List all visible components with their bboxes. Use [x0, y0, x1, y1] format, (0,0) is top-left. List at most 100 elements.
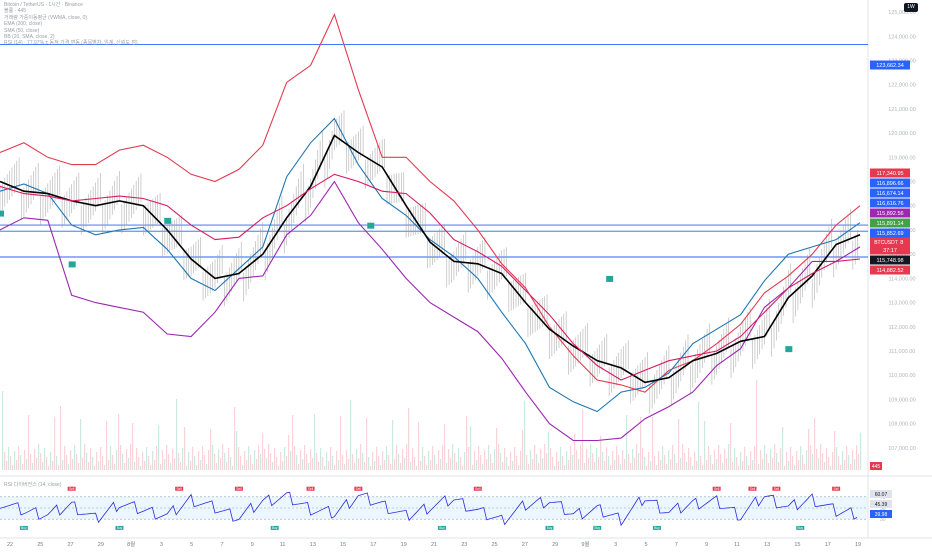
volume-bar-321	[644, 457, 646, 470]
volume-bar-107	[216, 463, 218, 470]
volume-bar-239	[480, 455, 482, 470]
buy-marker-1	[68, 261, 76, 268]
rsi-sell-text-6: Sell	[714, 487, 720, 491]
volume-bar-194	[390, 464, 392, 470]
rsi-buy-text-6: Buy	[654, 526, 660, 530]
x-tick-label-19: 9월	[581, 540, 589, 548]
volume-bar-336	[674, 454, 676, 470]
rsi-buy-marker-0	[19, 525, 28, 530]
y-tick-label-15: 122,000.00	[888, 83, 916, 89]
price-label-text-9: 37:17	[883, 248, 897, 254]
volume-bar-99	[200, 460, 202, 470]
volume-bar-299	[600, 436, 602, 470]
volume-bar-260	[522, 430, 524, 470]
volume-bar-38	[78, 463, 80, 470]
y-tick-label-4: 111,000.00	[889, 349, 916, 355]
volume-bar-233	[468, 447, 470, 470]
volume-bar-15	[32, 463, 34, 470]
volume-bar-342	[686, 462, 688, 470]
volume-bar-204	[410, 462, 412, 470]
volume-bar-262	[526, 455, 528, 470]
volume-bar-67	[136, 448, 138, 470]
rsi-buy-text-1: Buy	[117, 526, 123, 530]
rsi-buy-marker-1	[115, 525, 124, 530]
volume-bar-208	[418, 422, 420, 470]
volume-bar-269	[540, 449, 542, 470]
volume-bar-135	[272, 462, 274, 470]
volume-bar-230	[462, 466, 464, 470]
volume-bar-426	[854, 459, 856, 470]
volume-bar-220	[442, 445, 444, 470]
volume-bars	[2, 380, 862, 470]
volume-bar-398	[798, 460, 800, 470]
volume-bar-296	[594, 462, 596, 470]
volume-bar-193	[388, 455, 390, 470]
volume-bar-30	[62, 460, 64, 470]
volume-bar-268	[538, 463, 540, 470]
price-label-bg-6	[870, 218, 910, 228]
volume-bar-374	[750, 451, 752, 470]
price-label-bg-10	[870, 255, 910, 265]
volume-bar-100	[202, 446, 204, 470]
volume-bar-391	[784, 466, 786, 470]
volume-bar-59	[120, 445, 122, 470]
volume-bar-386	[774, 444, 776, 470]
volume-bar-148	[298, 464, 300, 470]
volume-bar-263	[528, 464, 530, 470]
volume-bar-363	[728, 444, 730, 470]
volume-bar-247	[496, 428, 498, 470]
volume-bar-348	[698, 402, 700, 470]
volume-bar-117	[236, 431, 238, 470]
volume-bar-174	[350, 400, 352, 470]
volume-bar-306	[614, 460, 616, 470]
y-tick-label-14: 121,000.00	[888, 107, 916, 113]
volume-bar-256	[514, 447, 516, 470]
volume-bar-362	[726, 458, 728, 470]
rsi-buy-marker-3	[437, 525, 446, 530]
x-tick-label-15: 23	[461, 542, 467, 548]
volume-bar-421	[844, 460, 846, 470]
volume-bar-417	[836, 447, 838, 470]
volume-bar-347	[696, 461, 698, 470]
volume-bar-228	[458, 448, 460, 470]
volume-bar-331	[664, 455, 666, 470]
volume-bar-161	[324, 466, 326, 470]
volume-bar-26	[54, 417, 56, 470]
volume-bar-340	[682, 444, 684, 470]
rsi-sell-marker-5	[473, 486, 482, 491]
volume-bar-283	[568, 460, 570, 470]
volume-bar-4	[10, 456, 12, 470]
price-label-4: 116,616.76	[870, 198, 910, 208]
volume-bar-73	[148, 456, 150, 470]
volume-bar-328	[658, 451, 660, 470]
volume-bar-29	[60, 406, 62, 470]
volume-bar-201	[404, 458, 406, 470]
buy-marker-2	[164, 217, 172, 224]
volume-bar-327	[656, 465, 658, 470]
volume-bar-206	[414, 457, 416, 470]
volume-bar-75	[152, 451, 154, 470]
volume-bar-253	[508, 466, 510, 470]
price-label-bg-7	[870, 228, 910, 238]
y-tick-label-5: 112,000.00	[888, 325, 915, 331]
volume-bar-393	[788, 461, 790, 470]
x-tick-label-16: 25	[492, 542, 498, 548]
volume-bar-210	[422, 447, 424, 470]
x-tick-label-3: 29	[98, 542, 104, 548]
volume-bar-172	[346, 450, 348, 470]
volume-bar-214	[430, 460, 432, 470]
volume-bar-10	[22, 464, 24, 470]
timeframe-button[interactable]: 1W	[904, 3, 918, 12]
volume-bar-2	[6, 461, 8, 470]
volume-bar-113	[228, 448, 230, 470]
volume-bar-20	[42, 462, 44, 470]
volume-bar-226	[454, 453, 456, 470]
volume-bar-119	[240, 456, 242, 470]
volume-bar-287	[576, 450, 578, 470]
volume-bar-83	[168, 454, 170, 470]
volume-bar-55	[112, 455, 114, 470]
volume-bar-209	[420, 461, 422, 470]
volume-bar-215	[432, 446, 434, 470]
